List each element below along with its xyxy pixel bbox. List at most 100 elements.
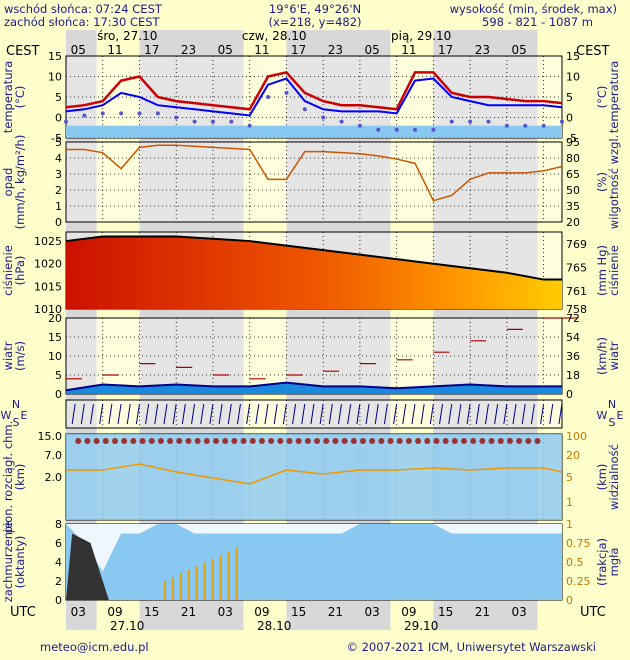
- wind-arrow: [117, 403, 122, 425]
- wind-arrow: [292, 403, 297, 425]
- top-timezone: CEST: [6, 44, 40, 59]
- pressure-mmhg-tick: 758: [566, 303, 587, 316]
- cloud-top-dot: [203, 438, 210, 444]
- cloud-top-dot: [84, 438, 91, 444]
- wind-arrow: [558, 403, 563, 425]
- dewpoint-point: [119, 111, 124, 116]
- wind-arrow: [71, 403, 76, 425]
- pressure-label-right: ciśnienie: [607, 245, 621, 296]
- wind-arrow: [135, 403, 140, 425]
- pressure-line: [65, 235, 562, 281]
- wind-arrow: [356, 403, 361, 425]
- precip-tick: 1: [55, 200, 62, 213]
- footer-email[interactable]: meteo@icm.edu.pl: [40, 640, 149, 654]
- wind-arrow: [255, 403, 260, 425]
- temp-label-left: temperatura: [1, 61, 15, 134]
- bottom-day-label: 27.10: [110, 619, 144, 633]
- wind-arrow: [227, 403, 232, 425]
- wind-arrow: [154, 403, 159, 425]
- visib-tick: 2.0: [45, 471, 63, 484]
- dewpoint-point: [82, 113, 87, 118]
- cloud-top-dot: [516, 438, 523, 444]
- wind-arrow: [264, 403, 269, 425]
- cloud-top-dot: [258, 438, 265, 444]
- altitude-label: wysokość (min, środek, max): [450, 2, 617, 16]
- pressure-unit-left: (hPa): [13, 256, 27, 286]
- fog-bar: [187, 569, 190, 600]
- visib-km-tick: 1: [566, 496, 573, 509]
- humid-tick: 35: [566, 200, 580, 213]
- wind-arrow: [282, 403, 287, 425]
- bottom-hour-label: 09: [401, 605, 416, 619]
- humid-label-right: wilgotność wzgl.: [607, 135, 621, 230]
- cloud-sky: [66, 524, 562, 600]
- cloud-top-dot: [295, 438, 302, 444]
- top-hour-label: 23: [181, 43, 196, 57]
- top-hour-label: 05: [511, 43, 526, 57]
- fog-bar: [163, 581, 166, 600]
- dewpoint-point: [541, 123, 546, 128]
- time-labels: 05 11 17 23 05 11 17 23 05 11 17 23 05 03 09 15 21 03 09 15…: [71, 29, 527, 633]
- dewpoint-point: [155, 111, 160, 116]
- wind-arrow: [191, 403, 196, 425]
- temp-tick-left: 0: [55, 112, 62, 125]
- cloud-top-dot: [488, 438, 495, 444]
- cloud-label-left: zachmurzenie: [1, 522, 15, 603]
- top-hour-label: 17: [291, 43, 306, 57]
- dewpoint-point: [523, 123, 528, 128]
- pressure-tick: 1020: [34, 258, 62, 271]
- cloud-top-dot: [534, 438, 541, 444]
- fog-unit-right: (frakcja): [595, 538, 609, 586]
- cloud-top-dot: [286, 438, 293, 444]
- top-hour-label: 11: [401, 43, 416, 57]
- cloud-top-dot: [111, 438, 118, 444]
- wind-arrow: [301, 403, 306, 425]
- top-hour-label: 23: [328, 43, 343, 57]
- wind-arrow: [448, 403, 453, 425]
- cloud-top-dot: [249, 438, 256, 444]
- visib-area: [66, 434, 562, 520]
- cloud-top-dot: [405, 438, 412, 444]
- wind-arrow: [218, 403, 223, 425]
- top-day-label: śro, 27.10: [97, 29, 157, 43]
- wind-arrow: [328, 403, 333, 425]
- cloud-top-dot: [130, 438, 137, 444]
- temp-series-0: [65, 71, 563, 111]
- pressure-unit-right: (mm Hg): [595, 245, 609, 296]
- wind-arrow: [374, 403, 379, 425]
- dewpoint-point: [64, 119, 68, 124]
- temp-unit-right: (°C): [595, 86, 609, 109]
- dewpoint-point: [560, 119, 564, 124]
- temp-tick-right: 0: [566, 112, 573, 125]
- visib-unit-left: (km): [13, 464, 27, 491]
- pressure-tick: 1015: [34, 280, 62, 293]
- dewpoint-point: [431, 127, 436, 132]
- altitude-values: 598 - 821 - 1087 m: [482, 15, 593, 29]
- temp-tick-left: 5: [55, 91, 62, 104]
- wind-arrow: [530, 403, 535, 425]
- wind-label-right: wiatr: [607, 341, 621, 370]
- cloud-top-dot: [139, 438, 146, 444]
- top-hour-label: 23: [475, 43, 490, 57]
- temp-tick-left: -5: [51, 132, 62, 145]
- top-timezone-right: CEST: [576, 44, 610, 59]
- fog-label-right: mgła: [607, 548, 621, 577]
- cloud-top-dot: [369, 438, 376, 444]
- precip-tick: 0: [55, 216, 62, 229]
- dewpoint-point: [321, 115, 326, 120]
- cloud-top-dot: [350, 438, 357, 444]
- dewpoint-point: [468, 119, 473, 124]
- wind-unit-left: (m/s): [13, 341, 27, 371]
- visib-unit-right: (km): [595, 464, 609, 491]
- bottom-hour-label: 21: [181, 605, 196, 619]
- dewpoint-point: [247, 123, 252, 128]
- wind-arrow: [163, 403, 168, 425]
- panels: [64, 55, 578, 601]
- temp-label-right: temperatura: [607, 61, 621, 134]
- visib-tick: 15.0: [38, 430, 63, 443]
- precip-label-left: opad: [1, 168, 15, 197]
- pressure-mmhg-tick: 765: [566, 262, 587, 275]
- fog-bar: [195, 566, 198, 600]
- humid-tick: 50: [566, 184, 580, 197]
- cloud-top-dot: [277, 438, 284, 444]
